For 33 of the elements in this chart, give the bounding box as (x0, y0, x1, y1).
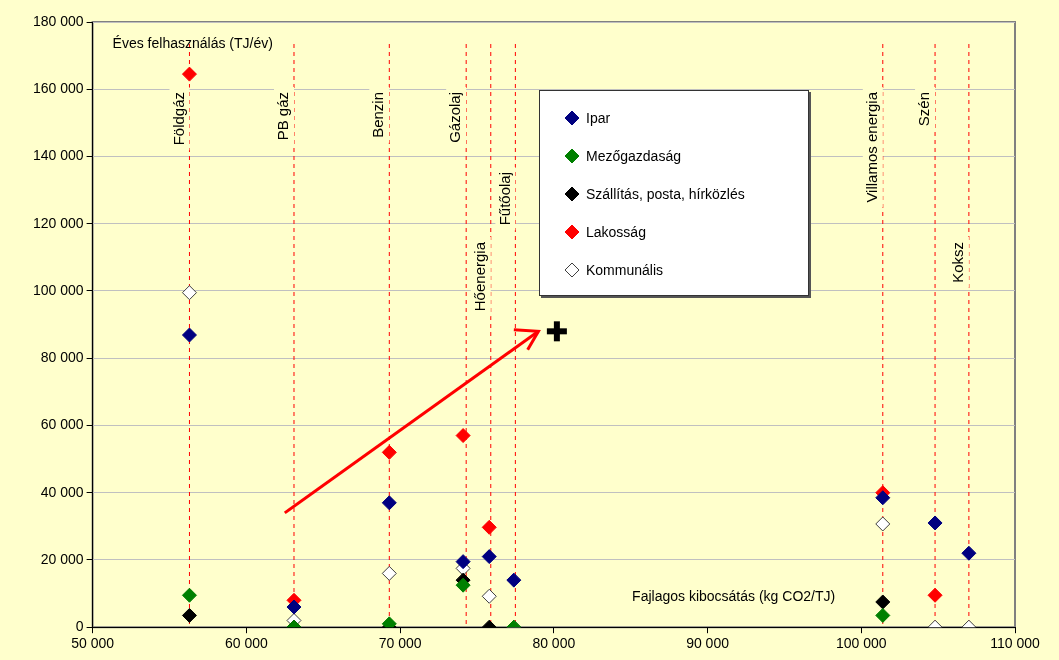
ref-line-label: Gázolaj (446, 92, 464, 143)
y-tick-label: 120 000 (33, 214, 84, 231)
x-axis-title: Fajlagos kibocsátás (kg CO2/TJ) (632, 587, 836, 604)
y-tick-label: 160 000 (33, 80, 84, 97)
y-tick-label: 20 000 (40, 550, 84, 567)
y-tick-label: 0 (75, 618, 84, 635)
ref-line-label: Hőenergia (470, 241, 488, 312)
y-tick-label: 100 000 (33, 281, 84, 298)
x-tick-label: 90 000 (686, 635, 730, 652)
ref-line-label: Földgáz (169, 91, 187, 146)
x-tick-label: 70 000 (378, 635, 422, 652)
legend-label: Lakosság (586, 224, 646, 240)
legend-label: Szállítás, posta, hírközlés (586, 186, 745, 202)
y-tick-label: 180 000 (33, 12, 84, 29)
ref-line-label: Fűtőolaj (495, 171, 513, 226)
legend-label: Kommunális (586, 262, 664, 278)
x-tick-label: 110 000 (990, 635, 1040, 652)
ref-line-label: Villamos energia (862, 91, 880, 203)
ref-line-label: Koksz (949, 241, 967, 283)
x-tick-label: 60 000 (224, 635, 268, 652)
legend-label: Ipar (586, 110, 611, 126)
x-tick-label: 80 000 (532, 635, 576, 652)
y-tick-label: 80 000 (40, 349, 84, 366)
ref-line-label: PB gáz (274, 91, 292, 141)
y-axis-title: Éves felhasználás (TJ/év) (112, 34, 273, 51)
y-tick-label: 40 000 (40, 483, 84, 500)
ref-line-label: Benzin (369, 91, 387, 138)
y-tick-label: 140 000 (33, 147, 84, 164)
legend-label: Mezőgazdaság (586, 148, 681, 164)
ref-line-label: Szén (915, 91, 933, 127)
y-tick-label: 60 000 (40, 416, 84, 433)
x-tick-label: 50 000 (71, 635, 115, 652)
x-tick-label: 100 000 (835, 635, 887, 652)
